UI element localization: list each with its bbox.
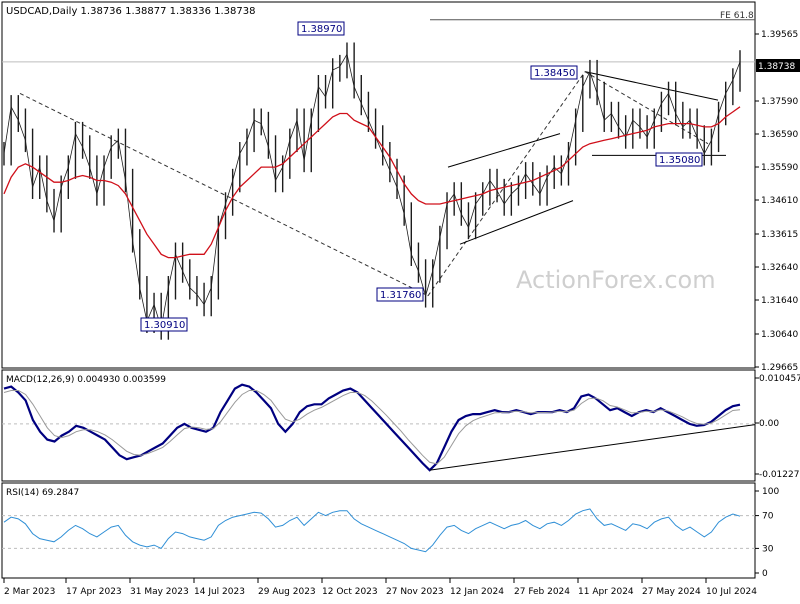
price-label-text: 1.35080	[659, 155, 700, 166]
price-tick-label: 1.29665	[761, 363, 798, 373]
x-tick-label: 27 May 2024	[642, 587, 701, 597]
price-tick-label: 1.36590	[761, 130, 798, 140]
price-label-box	[530, 65, 578, 80]
moving-average-line	[3, 106, 741, 259]
x-tick-label: 17 Apr 2023	[66, 587, 122, 597]
price-tick-label: 1.32640	[761, 263, 798, 273]
signal-line	[3, 390, 741, 465]
x-tick-label: 10 Jul 2024	[706, 587, 757, 597]
price-tick-label: 1.34610	[761, 196, 798, 206]
x-tick-label: 27 Feb 2024	[514, 587, 570, 597]
x-tick-label: 31 May 2023	[130, 587, 189, 597]
x-tick-label: 12 Jan 2024	[450, 587, 504, 597]
trendlines	[19, 71, 726, 297]
channel-lower-line	[459, 200, 574, 245]
price-annotations: 1.38970 1.38450 1.35080 1.31760 1.30910	[140, 21, 703, 332]
price-label-box	[140, 317, 188, 332]
x-axis: 2 Mar 2023 17 Apr 2023 31 May 2023 14 Jul 2…	[3, 578, 757, 597]
rsi-tick-label: 0	[762, 569, 768, 579]
price-label-text: 1.30910	[144, 320, 185, 331]
rsi-series	[2, 508, 755, 553]
x-tick-label: 14 Jul 2023	[194, 587, 245, 597]
price-tick-label: 1.39565	[761, 30, 798, 40]
price-tick-label: 1.31640	[761, 296, 798, 306]
price-line	[3, 53, 741, 329]
rsi-header: RSI(14) 69.2847	[6, 488, 79, 498]
channel-upper-line	[447, 133, 561, 168]
rsi-panel-frame	[1, 482, 756, 579]
price-label-text: 1.31760	[380, 290, 421, 301]
symbol-header: USDCAD,Daily 1.38736 1.38877 1.38336 1.3…	[6, 6, 256, 17]
macd-header: MACD(12,26,9) 0.004930 0.003599	[6, 375, 166, 385]
price-tick-label: 1.30640	[761, 330, 798, 340]
price-grid	[2, 19, 755, 63]
macd-line	[3, 383, 741, 472]
price-axis: 1.39565 1.38738 1.37590 1.36590 1.35590 1.346…	[755, 30, 800, 373]
price-label-text: 1.38450	[534, 68, 575, 79]
dashed-trendline	[19, 92, 429, 297]
macd-axis: 0.010457 0.00 -0.012276	[755, 374, 800, 480]
price-panel-frame	[1, 1, 756, 369]
rsi-tick-label: 70	[762, 512, 774, 522]
rsi-tick-label: 100	[762, 487, 779, 497]
x-tick-label: 11 Apr 2024	[578, 587, 634, 597]
x-tick-label: 2 Mar 2023	[4, 587, 55, 597]
watermark: ActionForex.com	[516, 266, 716, 294]
macd-tick-label: 0.010457	[759, 374, 800, 384]
rsi-line	[3, 508, 741, 553]
dashed-trendline	[584, 71, 709, 145]
macd-panel-frame	[1, 369, 756, 482]
x-tick-label: 27 Nov 2023	[386, 587, 444, 597]
fe-level-label: FE 61.8	[720, 11, 754, 21]
macd-trendline	[429, 424, 756, 471]
current-price-tag	[756, 59, 800, 72]
rsi-axis: 100 70 30 0	[755, 487, 779, 579]
x-tick-label: 29 Aug 2023	[258, 587, 316, 597]
rsi-tick-label: 30	[762, 544, 774, 554]
x-tick-label: 12 Oct 2023	[322, 587, 378, 597]
triangle-upper-line	[584, 71, 719, 101]
price-label-box	[297, 21, 345, 36]
price-label-box	[655, 152, 703, 167]
moving-average-series	[3, 106, 741, 259]
price-label-box	[376, 287, 424, 302]
price-tick-label: 1.33615	[761, 230, 798, 240]
macd-tick-label: -0.012276	[759, 470, 800, 480]
macd-tick-label: 0.00	[759, 419, 779, 429]
price-label-text: 1.38970	[301, 24, 342, 35]
dashed-trendline	[427, 71, 586, 297]
current-price-tag-text: 1.38738	[758, 62, 795, 72]
price-tick-label: 1.35590	[761, 163, 798, 173]
price-tick-label: 1.37590	[761, 97, 798, 107]
macd-series	[2, 383, 756, 472]
